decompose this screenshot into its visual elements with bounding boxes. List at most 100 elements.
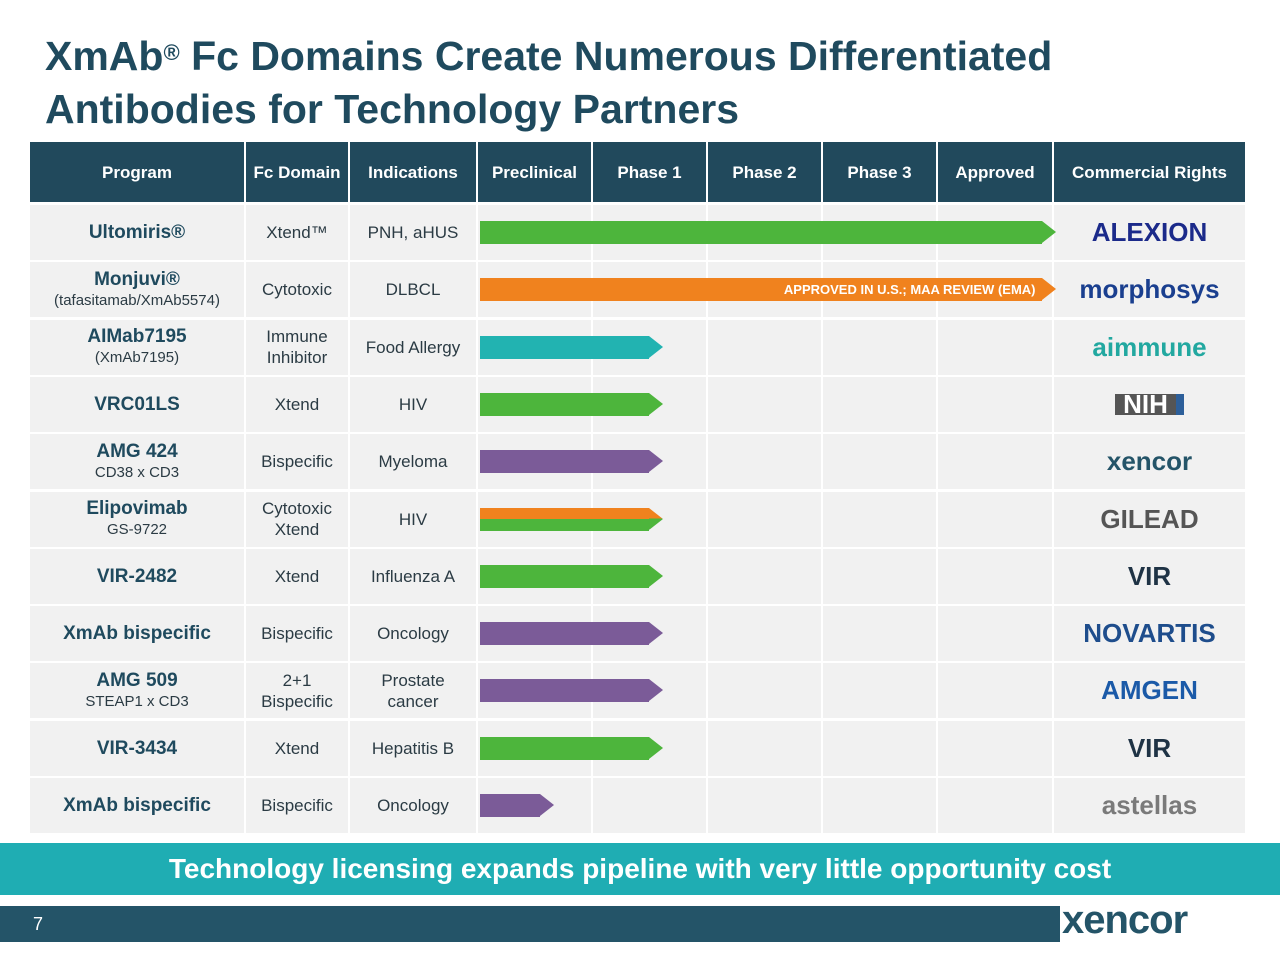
cell: Hepatitis B <box>350 720 476 776</box>
progress-bar <box>480 335 663 359</box>
bar-segment <box>480 221 1042 244</box>
progress-bar: APPROVED IN U.S.; MAA REVIEW (EMA) <box>480 278 1056 302</box>
indication: Influenza A <box>370 566 456 586</box>
progress-bar <box>480 679 663 703</box>
cell <box>938 434 1052 490</box>
cell: AMG 424 CD38 x CD3 <box>30 434 244 490</box>
table-row: XmAb bispecific Bispecific Oncology astella… <box>30 778 1247 833</box>
indication: Myeloma <box>378 452 448 472</box>
partner-logo: xencor <box>1106 446 1193 477</box>
cell: GILEAD <box>1054 491 1245 547</box>
bar-arrow-tip <box>648 392 663 415</box>
program-subtitle: (tafasitamab/XmAb5574) <box>54 291 220 309</box>
bar-arrow-tip <box>648 507 663 519</box>
partner-logo: astellas <box>1101 790 1198 820</box>
program-name: Elipovimab <box>86 498 188 519</box>
table-row: AIMab7195 (XmAb7195) Immune Inhibitor Food … <box>30 319 1247 375</box>
cell <box>938 491 1052 547</box>
cell: VIR <box>1054 548 1245 604</box>
cell: Oncology <box>350 778 476 833</box>
partner-logo: ALEXION <box>1091 217 1208 247</box>
cell <box>708 376 821 432</box>
title-text: XmAb <box>45 33 164 79</box>
cell: Elipovimab GS-9722 <box>30 491 244 547</box>
cell <box>938 548 1052 604</box>
banner: Technology licensing expands pipeline wi… <box>0 843 1280 895</box>
fc-domain: Bispecific <box>246 778 348 833</box>
progress-bar <box>480 622 663 646</box>
indication: PNH, aHUS <box>367 223 459 242</box>
page-number: 7 <box>33 914 44 934</box>
cell: XmAb bispecific <box>30 606 244 662</box>
cell: Food Allergy <box>350 319 476 375</box>
cell: Oncology <box>350 606 476 662</box>
indication: Oncology <box>377 796 449 815</box>
program-name: AMG 509 <box>96 669 178 691</box>
cell: HIV <box>350 491 476 547</box>
table-row: AMG 424 CD38 x CD3 Bispecific Myeloma xencor <box>30 434 1247 490</box>
header-fc-domain: Fc Domain <box>246 142 348 202</box>
cell: NOVARTIS <box>1054 606 1245 662</box>
bar-segment <box>480 278 1042 302</box>
table-row: VRC01LS Xtend HIV NIH <box>30 376 1247 432</box>
footer-bar <box>0 906 1060 942</box>
bar-arrow-tip <box>648 679 663 702</box>
program-subtitle: (XmAb7195) <box>94 349 180 367</box>
program-name: AIMab7195 <box>87 326 187 348</box>
cell <box>823 434 936 490</box>
cell: Monjuvi® (tafasitamab/XmAb5574) <box>30 262 244 318</box>
fc-domain: Xtend <box>246 548 348 604</box>
cell: Influenza A <box>350 548 476 604</box>
indication: DLBCL <box>385 280 441 300</box>
table-row: VIR-2482 Xtend Influenza A VIR <box>30 548 1247 604</box>
cell: VRC01LS <box>30 376 244 432</box>
bar-label: APPROVED IN U.S.; MAA REVIEW (EMA) <box>783 282 1036 298</box>
progress-bar <box>480 564 663 588</box>
program-name: XmAb bispecific <box>63 623 211 645</box>
cell <box>593 778 706 833</box>
bar-arrow-tip <box>648 564 663 587</box>
indication: HIV <box>398 394 428 414</box>
program-name: Monjuvi® <box>94 268 180 290</box>
bar-arrow-tip <box>648 518 663 530</box>
title-line2: Antibodies for Technology Partners <box>45 86 740 132</box>
cell <box>708 720 821 776</box>
cell <box>938 720 1052 776</box>
fc-domain-text: Bispecific <box>261 796 333 815</box>
program-name: XmAb bispecific <box>63 795 211 816</box>
progress-bar <box>480 794 555 817</box>
partner-logo: aimmune <box>1092 331 1207 362</box>
cell <box>823 376 936 432</box>
cell: VIR-3434 <box>30 720 244 776</box>
bar-segment <box>480 392 649 416</box>
cell: DLBCL <box>350 262 476 318</box>
cell: VIR <box>1054 720 1245 776</box>
header-preclinical: Preclinical <box>478 142 591 202</box>
header-commercial-rights: Commercial Rights <box>1054 142 1245 202</box>
cell <box>823 606 936 662</box>
program-name: Ultomiris® <box>88 222 186 243</box>
cell <box>823 663 936 719</box>
cell: xencor <box>1054 434 1245 490</box>
fc-domain-text: Bispecific <box>261 624 333 644</box>
xencor-logo: xencor <box>1062 898 1188 942</box>
fc-domain-text: 2+1 Bispecific <box>261 670 333 711</box>
progress-bar <box>480 736 663 760</box>
indication: Food Allergy <box>365 337 461 357</box>
bar-segment <box>480 450 649 474</box>
cell <box>708 434 821 490</box>
cell <box>823 491 936 547</box>
progress-bar <box>480 450 663 474</box>
partner-logo: AMGEN <box>1101 675 1198 706</box>
bar-segment <box>480 622 649 646</box>
partner-logo: NIH <box>1115 391 1184 417</box>
cell <box>938 778 1052 833</box>
header-indications: Indications <box>350 142 476 202</box>
fc-domain: Cytotoxic Xtend <box>246 491 348 547</box>
fc-domain-text: Cytotoxic <box>262 280 332 300</box>
table-row: Monjuvi® (tafasitamab/XmAb5574) Cytotoxic D… <box>30 262 1247 318</box>
bar-arrow-tip <box>648 736 663 759</box>
cell <box>938 376 1052 432</box>
fc-domain-text: Xtend <box>274 394 320 414</box>
bar-segment <box>480 519 649 531</box>
